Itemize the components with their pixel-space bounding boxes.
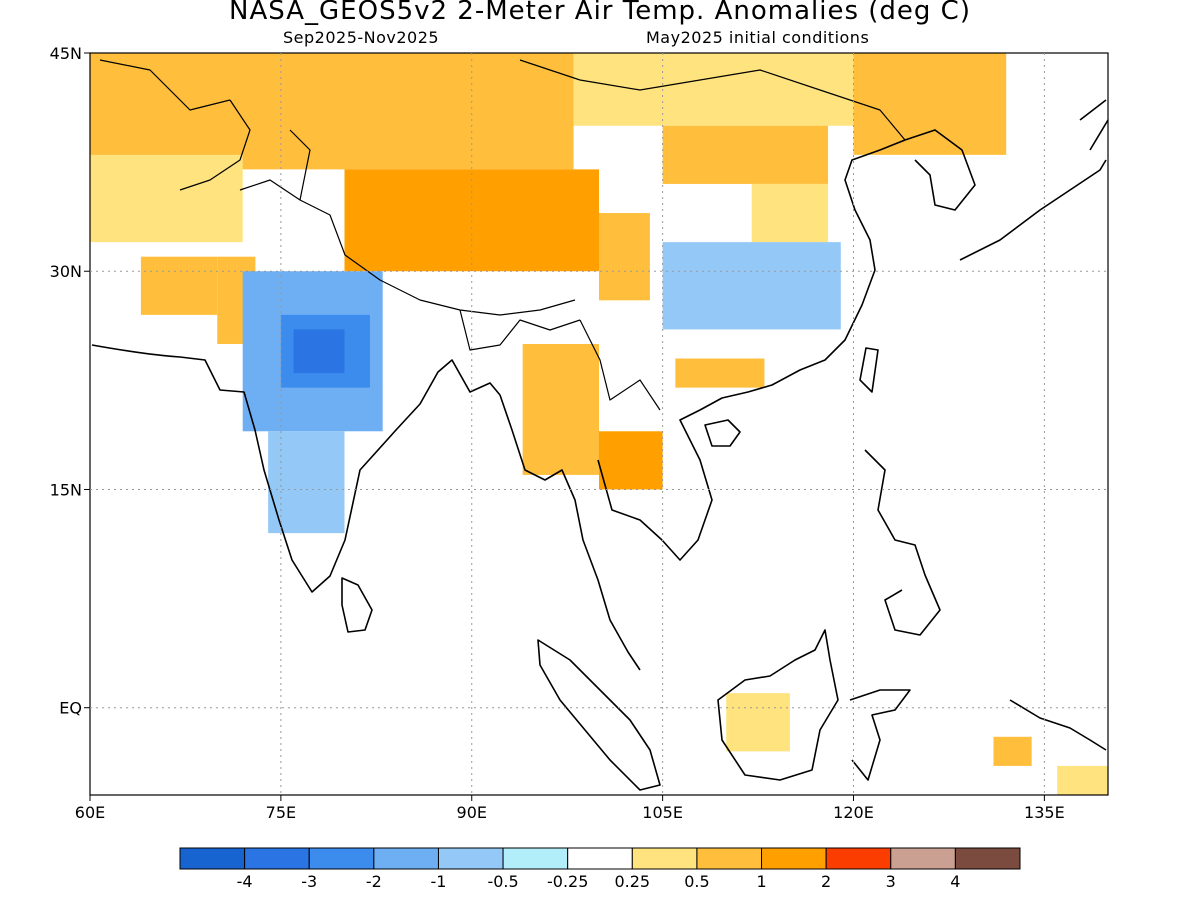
colorbar-label: 3 bbox=[886, 872, 896, 891]
colorbar-swatch bbox=[373, 847, 439, 870]
colorbar-swatch bbox=[825, 847, 892, 870]
coastline-new-guinea bbox=[1009, 699, 1107, 751]
anomaly-region bbox=[599, 213, 650, 301]
y-tick-label: 30N bbox=[50, 262, 82, 281]
coastline-borneo bbox=[717, 629, 839, 781]
x-tick-label: 120E bbox=[833, 803, 874, 822]
colorbar: -4 -3 -2 -1 -0.5 -0.25 0.25 0.5 1 2 3 4 bbox=[179, 847, 1021, 891]
colorbar-label: 4 bbox=[950, 872, 960, 891]
anomaly-region bbox=[675, 358, 765, 388]
x-tick-label: 135E bbox=[1024, 803, 1065, 822]
colorbar-label: 1 bbox=[756, 872, 766, 891]
colorbar-label: -1 bbox=[430, 872, 446, 891]
anomaly-region bbox=[993, 736, 1032, 766]
coastline-sri-lanka bbox=[341, 577, 373, 633]
anomaly-region bbox=[293, 329, 345, 374]
anomaly-region bbox=[573, 53, 879, 126]
coastlines bbox=[91, 59, 1109, 791]
colorbar-swatch bbox=[696, 847, 763, 870]
anomaly-region bbox=[853, 53, 1007, 155]
colorbar-label: 0.5 bbox=[684, 872, 709, 891]
coastline-philippines bbox=[864, 449, 941, 636]
coastline-india bbox=[91, 344, 501, 593]
colorbar-label: -3 bbox=[301, 872, 317, 891]
anomaly-region bbox=[344, 169, 599, 272]
coastline-japan bbox=[959, 99, 1109, 261]
colorbar-swatch bbox=[631, 847, 698, 870]
graticule bbox=[90, 53, 1108, 795]
y-tick-label: 45N bbox=[50, 44, 82, 63]
colorbar-swatch bbox=[954, 847, 1021, 870]
anomaly-region bbox=[90, 53, 574, 170]
colorbar-label: -0.25 bbox=[547, 872, 588, 891]
x-tick-label: 75E bbox=[266, 803, 296, 822]
anomaly-region bbox=[751, 183, 829, 243]
map-frame bbox=[89, 52, 1109, 796]
coastline-korea bbox=[904, 129, 976, 211]
colorbar-label: 2 bbox=[821, 872, 831, 891]
x-tick-label: 90E bbox=[457, 803, 487, 822]
subtitle-period: Sep2025-Nov2025 bbox=[283, 28, 440, 47]
colorbar-label: -0.5 bbox=[487, 872, 518, 891]
colorbar-swatch bbox=[502, 847, 569, 870]
colorbar-label: -4 bbox=[237, 872, 253, 891]
coastline-southeast-asia bbox=[499, 394, 713, 671]
border-himalaya bbox=[99, 59, 906, 411]
anomaly-region bbox=[268, 431, 345, 534]
colorbar-label: 0.25 bbox=[614, 872, 650, 891]
colorbar-swatch bbox=[567, 847, 633, 870]
coastline-south-china bbox=[699, 139, 906, 411]
coastline-sumatra bbox=[537, 639, 661, 791]
subtitle-initial-conditions: May2025 initial conditions bbox=[646, 28, 870, 47]
anomaly-region bbox=[90, 154, 243, 243]
x-tick-label: 60E bbox=[75, 803, 105, 822]
colorbar-swatch bbox=[244, 847, 310, 870]
colorbar-swatch bbox=[308, 847, 375, 870]
colorbar-swatch bbox=[179, 847, 246, 870]
map-axes: 60E 75E 90E 105E 120E 135E 45N 30N 15N EQ bbox=[50, 44, 1065, 822]
page-title: NASA_GEOS5v2 2-Meter Air Temp. Anomalies… bbox=[229, 0, 971, 26]
colorbar-swatch bbox=[890, 847, 956, 870]
anomaly-region bbox=[599, 431, 663, 490]
anomaly-region bbox=[140, 256, 218, 315]
anomaly-regions bbox=[90, 53, 1108, 795]
colorbar-swatch bbox=[437, 847, 504, 870]
anomaly-region bbox=[726, 693, 790, 752]
coastline-sulawesi bbox=[849, 689, 911, 781]
coastline-hainan bbox=[704, 419, 741, 447]
anomaly-region bbox=[662, 125, 829, 184]
y-tick-label: 15N bbox=[50, 480, 82, 499]
colorbar-swatch bbox=[761, 847, 827, 870]
colorbar-label: -2 bbox=[366, 872, 382, 891]
anomaly-region bbox=[662, 242, 841, 330]
anomaly-region bbox=[522, 343, 599, 475]
anomaly-region bbox=[1057, 765, 1108, 795]
y-tick-label: EQ bbox=[59, 699, 82, 718]
coastline-taiwan bbox=[859, 347, 879, 393]
x-tick-label: 105E bbox=[642, 803, 683, 822]
